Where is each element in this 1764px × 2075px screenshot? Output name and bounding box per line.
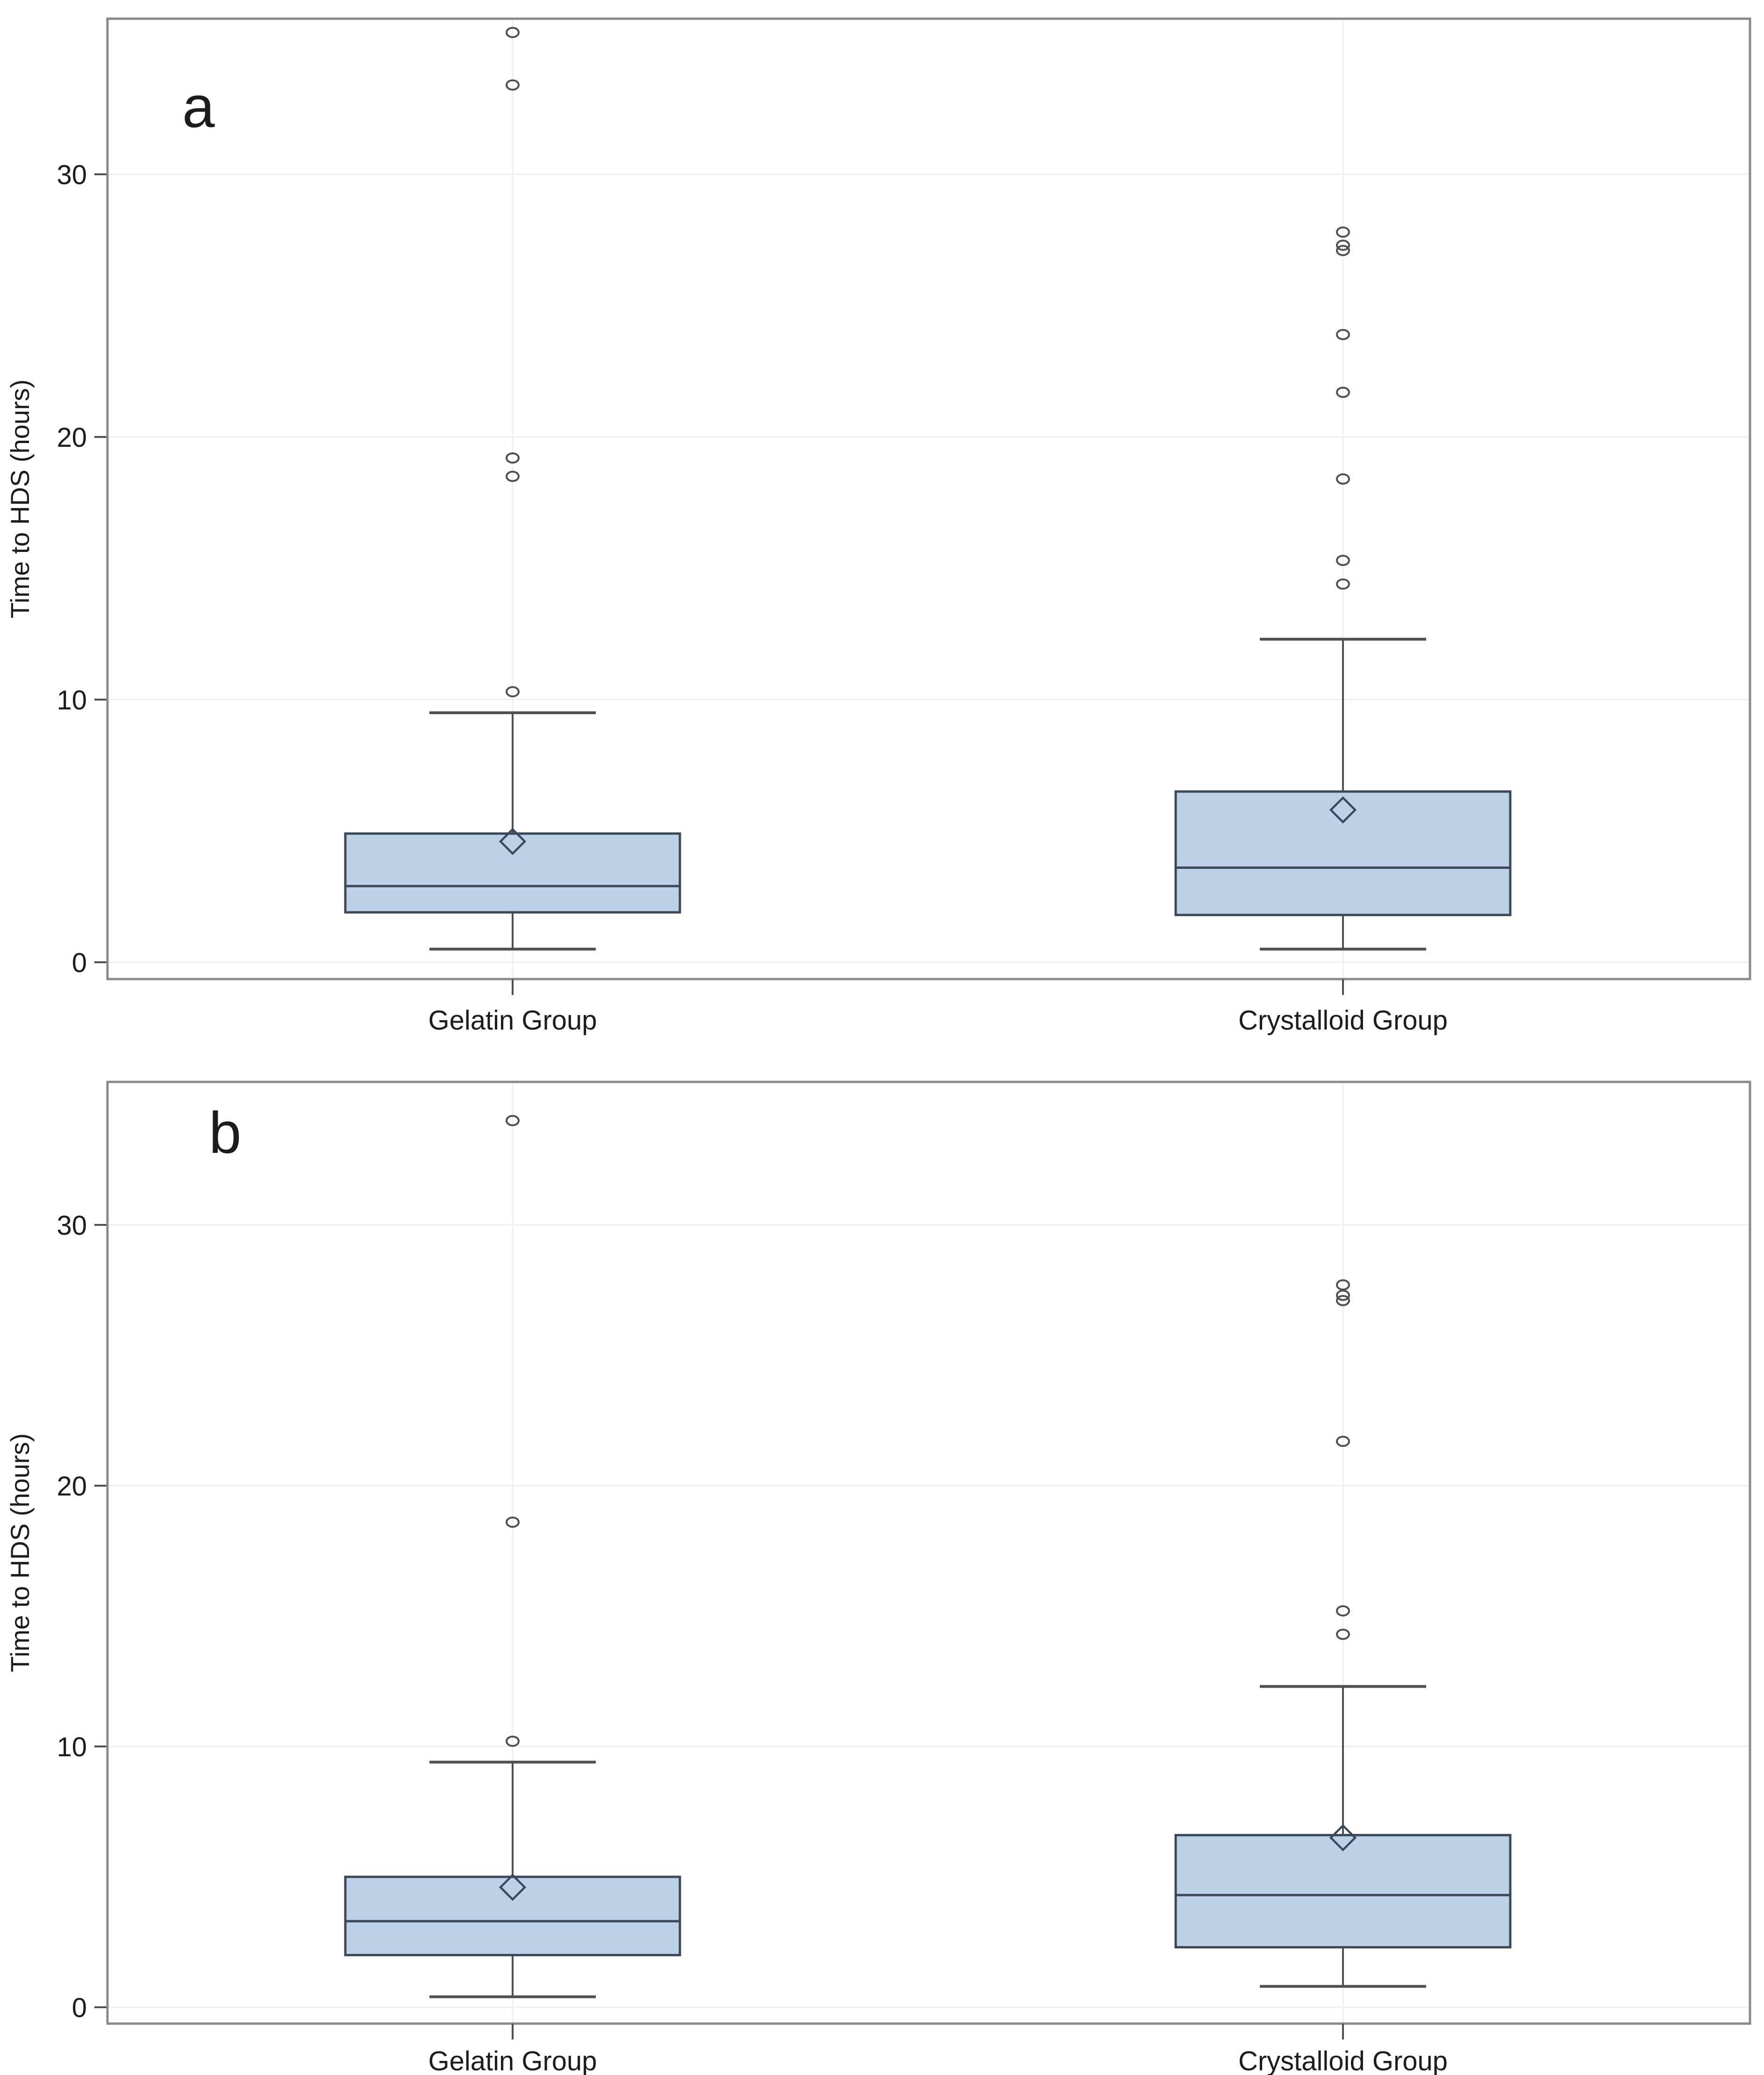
y-axis-tick-label: 10 (57, 685, 87, 716)
mean-marker (1329, 1824, 1357, 1852)
outlier-point (1336, 244, 1350, 256)
outlier-point (506, 1115, 520, 1126)
outlier-point (1336, 555, 1350, 566)
x-axis-category-label: Crystalloid Group (1238, 2046, 1448, 2075)
iqr-box (1174, 1834, 1512, 1949)
y-axis-tick-label: 30 (57, 1210, 87, 1241)
mean-marker (1329, 796, 1357, 824)
outlier-point (506, 79, 520, 91)
box-group-crystalloid (1174, 226, 1512, 951)
iqr-box (344, 832, 681, 914)
mean-marker (499, 1874, 527, 1901)
outlier-point (1336, 1295, 1350, 1306)
mean-marker (499, 828, 527, 855)
panel-b-svg: 0 10 20 30 Gelatin Group Crystalloid Group Tim… (0, 1038, 1764, 2075)
iqr-box (1174, 790, 1512, 916)
panel-letter: b (209, 1101, 242, 1166)
outlier-point (1336, 386, 1350, 398)
plot-frame (106, 17, 1751, 980)
plot-frame (106, 1080, 1751, 2025)
x-axis-category-label: Gelatin Group (428, 1005, 597, 1036)
x-axis-category-label: Gelatin Group (428, 2046, 597, 2075)
y-axis-tick-label: 0 (72, 1993, 87, 2023)
outlier-point (1336, 226, 1350, 238)
y-axis-title: Time to HDS (hours) (5, 379, 35, 618)
outlier-point (506, 686, 520, 698)
y-axis-tick-label: 20 (57, 1471, 87, 1502)
outlier-point (506, 1517, 520, 1528)
outlier-point (1336, 1289, 1350, 1301)
y-axis-tick-label: 20 (57, 422, 87, 453)
outlier-point (506, 452, 520, 464)
outlier-point (1336, 473, 1350, 485)
iqr-box (344, 1875, 681, 1956)
outlier-point (1336, 1605, 1350, 1617)
outlier-point (1336, 1279, 1350, 1291)
outlier-point (1336, 1436, 1350, 1447)
x-axis-category-label: Crystalloid Group (1238, 1005, 1448, 1036)
box-group-gelatin (344, 27, 681, 951)
outlier-point (1336, 329, 1350, 340)
outlier-point (1336, 1629, 1350, 1640)
box-group-crystalloid (1174, 1279, 1512, 1988)
outlier-point (1336, 239, 1350, 251)
y-axis-tick-label: 0 (72, 948, 87, 978)
box-group-gelatin (344, 1115, 681, 1998)
outlier-point (506, 471, 520, 482)
outlier-point (506, 27, 520, 38)
outlier-point (506, 1735, 520, 1747)
panel-letter: a (182, 75, 215, 140)
panel-a-svg: 0 10 20 30 Gelatin Group Crystalloid Group Tim… (5, 17, 1751, 1036)
y-axis-title: Time to HDS (hours) (5, 1433, 35, 1672)
y-axis-tick-label: 10 (57, 1732, 87, 1762)
y-axis-tick-label: 30 (57, 160, 87, 190)
outlier-point (1336, 578, 1350, 590)
